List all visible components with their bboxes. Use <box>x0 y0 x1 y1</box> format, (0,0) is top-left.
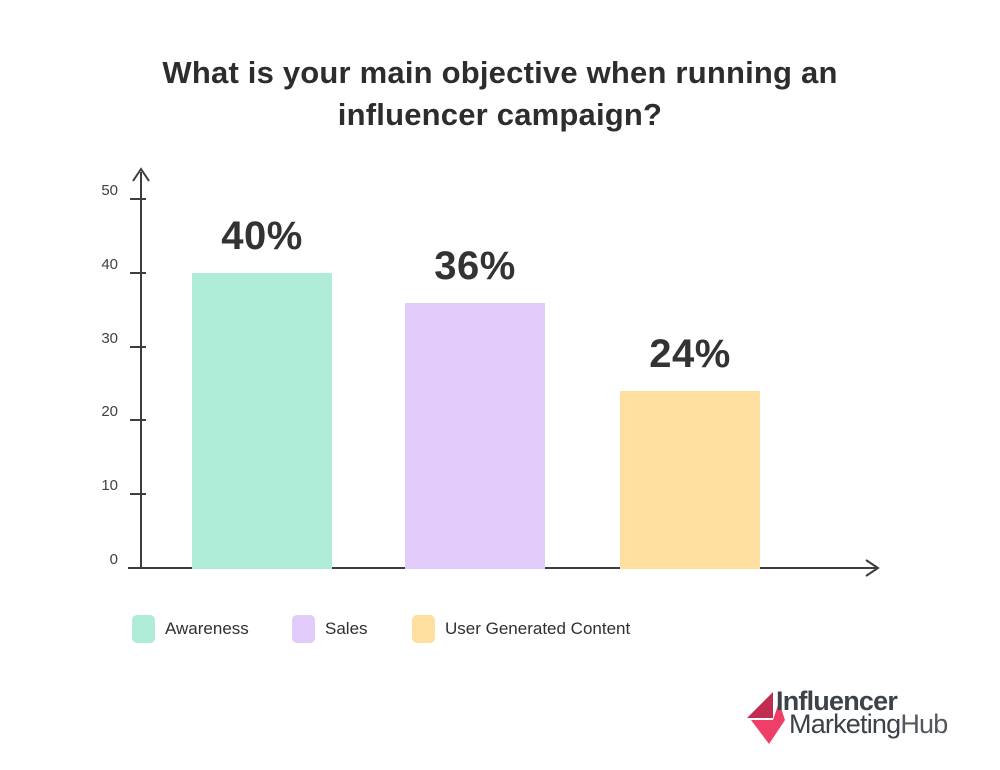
logo-text-influencer: Influencer <box>776 686 898 716</box>
legend-swatch-user-generated-content <box>412 615 435 643</box>
legend-item-user-generated-content: User Generated Content <box>412 613 630 645</box>
legend-swatch-sales <box>292 615 315 643</box>
bar-user-generated-content <box>620 391 760 569</box>
x-axis-arrow-icon <box>865 559 880 577</box>
y-tick-label: 0 <box>109 551 118 568</box>
logo-arrow-icon <box>747 692 785 744</box>
influencer-marketing-hub-logo: Influencer MarketingHub <box>744 686 964 746</box>
legend-swatch-awareness <box>132 615 155 643</box>
logo-text-hub: Hub <box>900 709 948 739</box>
legend-item-sales: Sales <box>292 613 368 645</box>
legend-label: Awareness <box>165 619 249 638</box>
chart-title: What is your main objective when running… <box>162 55 838 132</box>
legend-label: Sales <box>325 619 368 638</box>
logo-text-marketinghub: MarketingHub <box>789 709 948 739</box>
y-tick-label: 10 <box>101 477 118 494</box>
value-label-user-generated-content: 24% <box>649 332 731 376</box>
value-label-sales: 36% <box>434 244 516 288</box>
y-axis-arrow-icon <box>132 167 150 182</box>
legend-label: User Generated Content <box>445 619 631 638</box>
y-tick-label: 30 <box>101 330 118 347</box>
y-tick-label: 50 <box>101 182 118 199</box>
legend-item-awareness: Awareness <box>132 613 249 645</box>
y-tick-label: 20 <box>101 403 118 420</box>
value-label-awareness: 40% <box>221 214 303 258</box>
y-tick-label: 40 <box>101 256 118 273</box>
bar-sales <box>405 303 545 569</box>
logo-text-marketing: Marketing <box>789 709 901 739</box>
bar-awareness <box>192 273 332 569</box>
